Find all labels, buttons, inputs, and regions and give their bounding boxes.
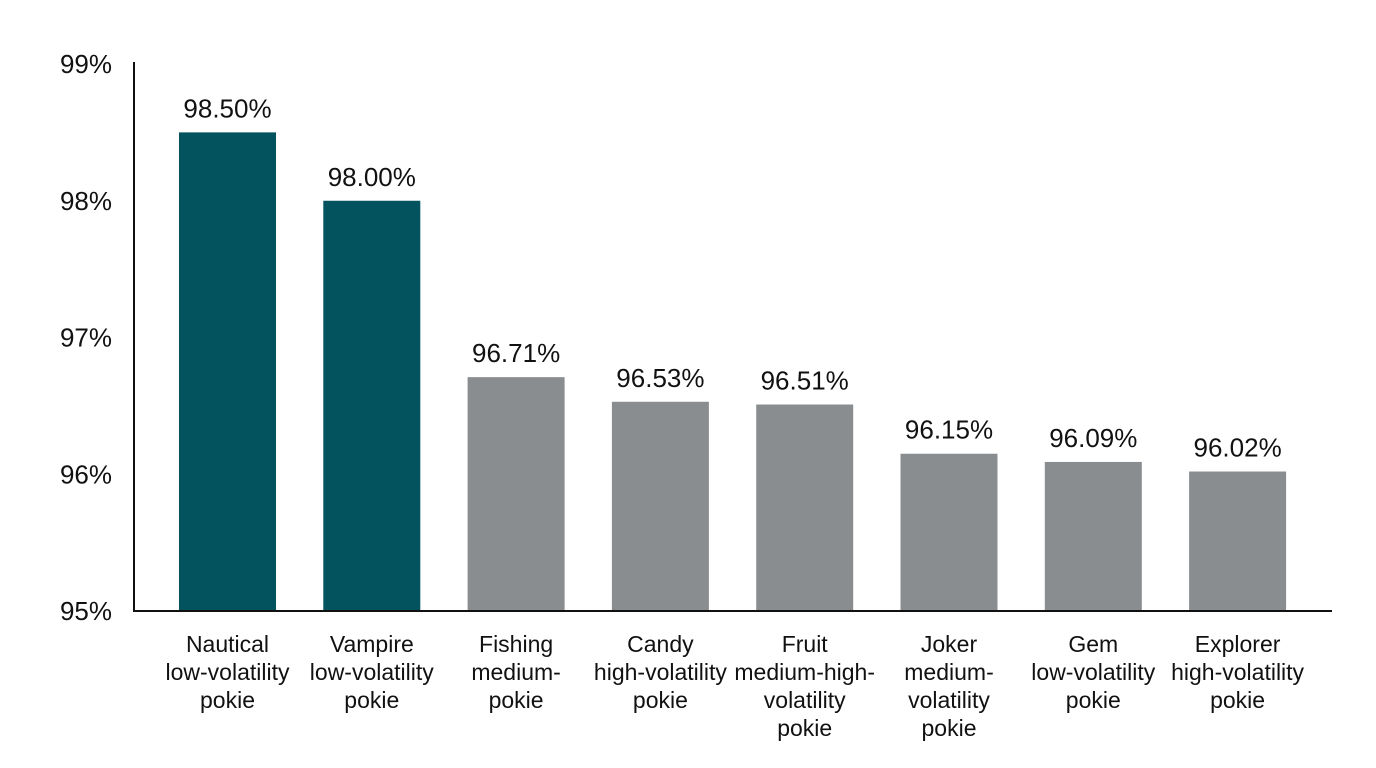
bar: [323, 200, 421, 611]
x-tick-label-line: Nautical: [186, 631, 269, 657]
x-tick-label-line: Vampire: [330, 631, 414, 657]
data-label: 96.09%: [1049, 423, 1137, 453]
x-tick-label-line: high-volatility: [594, 659, 727, 685]
bar: [1044, 461, 1142, 611]
data-label: 98.00%: [328, 162, 416, 192]
x-tick-label: Vampire low-volatility pokie: [310, 631, 434, 713]
x-tick-label: Candy high-volatility pokie: [594, 631, 727, 713]
x-tick-label-line: high-volatility: [1171, 659, 1304, 685]
y-tick-label: 98%: [60, 186, 112, 216]
y-tick-label: 99%: [60, 49, 112, 79]
x-tick-label-line: low-volatility: [310, 659, 434, 685]
bar: [611, 401, 709, 611]
data-label: 98.50%: [183, 93, 271, 123]
x-tick-label: Fruit medium-high-volatility pokie: [734, 631, 875, 741]
data-label: 96.51%: [761, 366, 849, 396]
x-tick-label-line: pokie: [1210, 687, 1265, 713]
x-tick-label-line: Gem: [1068, 631, 1118, 657]
data-label: 96.71%: [472, 338, 560, 368]
bar: [1189, 471, 1287, 611]
x-tick-label: Joker medium-volatility pokie: [904, 631, 993, 741]
bar: [467, 377, 565, 611]
x-tick-label-line: Explorer: [1195, 631, 1281, 657]
x-tick-label-line: pokie: [1066, 687, 1121, 713]
x-tick-label-line: medium-: [471, 659, 560, 685]
bar: [900, 453, 998, 611]
x-tick-label: Nautical low-volatility pokie: [166, 631, 290, 713]
data-label: 96.02%: [1194, 433, 1282, 463]
x-tick-label-line: medium-high-: [734, 659, 875, 685]
x-tick-label-line: pokie: [344, 687, 399, 713]
data-label: 96.15%: [905, 415, 993, 445]
x-tick-label-line: Candy: [627, 631, 694, 657]
bar: [756, 404, 854, 611]
x-tick-label-line: low-volatility: [166, 659, 290, 685]
x-tick-label-line: pokie: [489, 687, 544, 713]
x-tick-label: Explorer high-volatility pokie: [1171, 631, 1304, 713]
bars: [179, 132, 1287, 611]
y-tick-label: 96%: [60, 459, 112, 489]
x-tick-label-line: volatility: [908, 687, 990, 713]
x-tick-label-line: pokie: [777, 715, 832, 741]
x-tick-label-line: Fishing: [479, 631, 553, 657]
y-axis-tick-labels: 95% 96% 97% 98% 99%: [60, 49, 112, 626]
x-tick-label-line: low-volatility: [1031, 659, 1155, 685]
x-tick-label-line: medium-: [904, 659, 993, 685]
value-labels: 98.50% 98.00% 96.71% 96.53% 96.51% 96.15% 96.0…: [183, 93, 1281, 462]
x-tick-label-line: volatility: [764, 687, 846, 713]
bar: [179, 132, 276, 611]
y-tick-label: 95%: [60, 596, 112, 626]
x-tick-label-line: pokie: [922, 715, 977, 741]
x-tick-label-line: pokie: [200, 687, 255, 713]
x-tick-label: Gem low-volatility pokie: [1031, 631, 1155, 713]
x-tick-label: Fishing medium-pokie: [471, 631, 560, 713]
x-tick-label-line: Fruit: [782, 631, 829, 657]
x-tick-label-line: pokie: [633, 687, 688, 713]
y-tick-label: 97%: [60, 323, 112, 353]
data-label: 96.53%: [616, 363, 704, 393]
x-tick-label-line: Joker: [921, 631, 978, 657]
